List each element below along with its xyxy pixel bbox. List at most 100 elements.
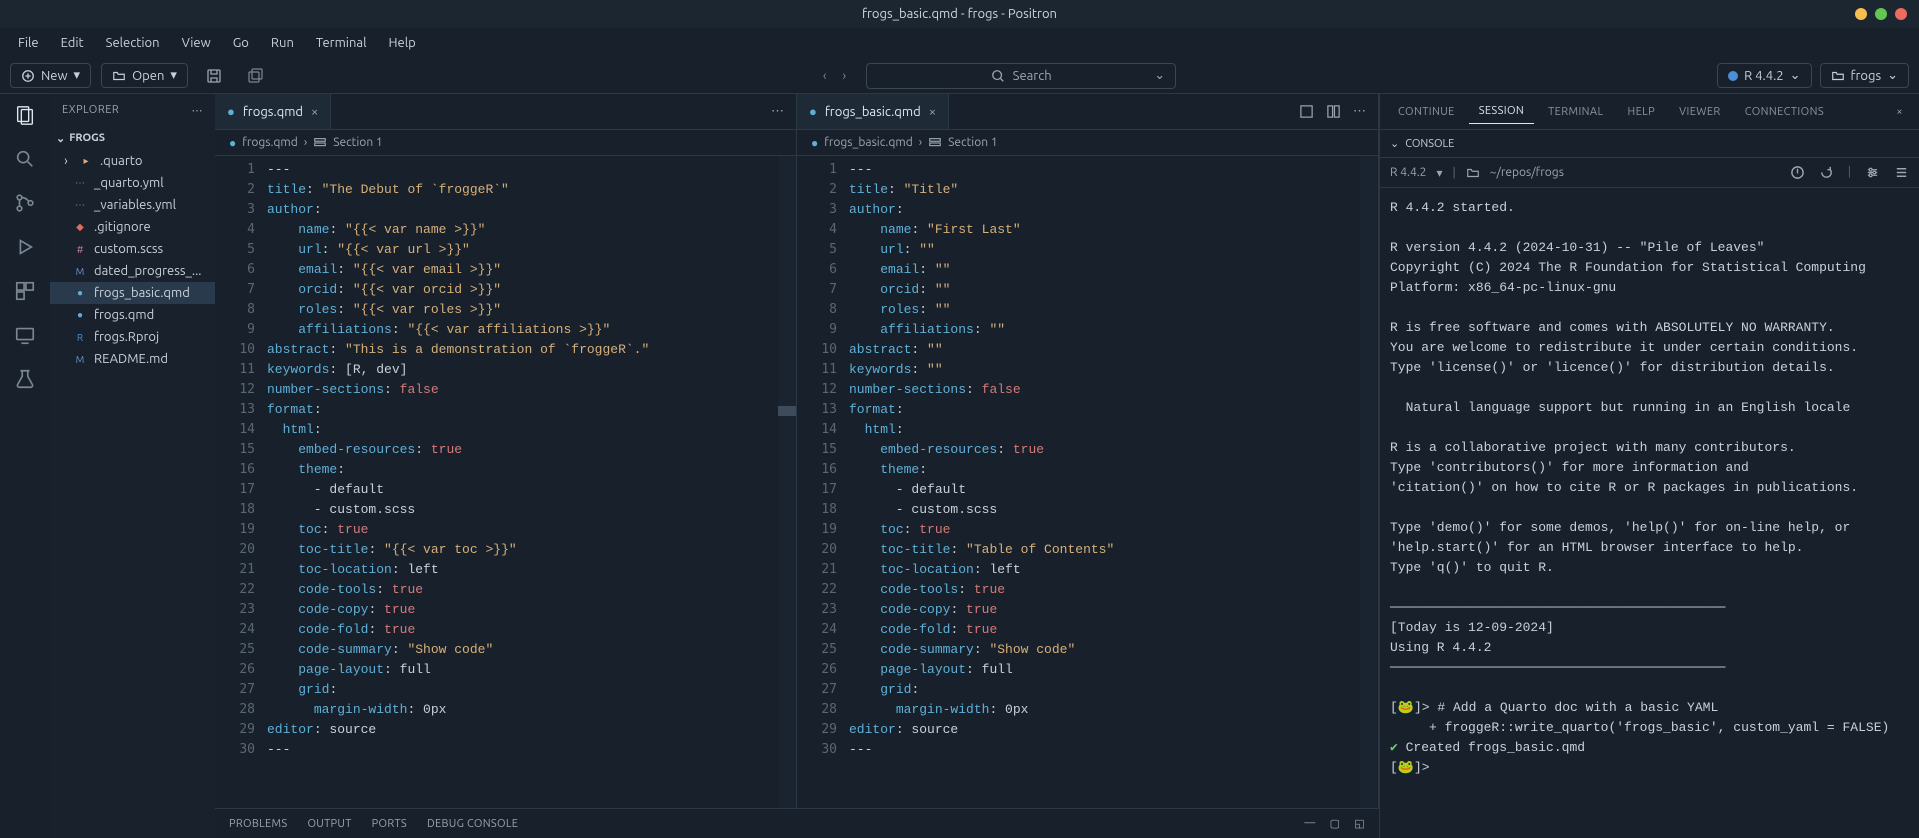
split-icon[interactable] <box>1326 104 1341 119</box>
rp-tab-continue[interactable]: CONTINUE <box>1388 100 1465 124</box>
minimize-panel-icon[interactable]: — <box>1304 817 1315 830</box>
close-icon[interactable]: × <box>1888 106 1911 118</box>
restore-panel-icon[interactable]: ◱ <box>1354 817 1365 830</box>
search-icon[interactable] <box>12 146 38 172</box>
tab-frogs-basic-qmd[interactable]: ● frogs_basic.qmd × <box>797 94 949 129</box>
file--quarto-yml[interactable]: ⋯_quarto.yml <box>50 172 215 194</box>
code-area[interactable]: --- title: "The Debut of `froggeR`" auth… <box>267 156 778 808</box>
extensions-icon[interactable] <box>12 278 38 304</box>
file--quarto[interactable]: ›▸.quarto <box>50 150 215 172</box>
testing-icon[interactable] <box>12 366 38 392</box>
restart-icon[interactable] <box>1819 165 1834 180</box>
save-icon[interactable] <box>198 64 230 88</box>
sidebar-header: EXPLORER ⋯ <box>50 94 215 126</box>
minimap[interactable] <box>778 156 796 808</box>
cwd-path[interactable]: ~/repos/frogs <box>1490 166 1564 179</box>
r-version[interactable]: R 4.4.2 <box>1390 166 1426 179</box>
file--variables-yml[interactable]: ⋯_variables.yml <box>50 194 215 216</box>
command-search[interactable]: Search ⌄ <box>866 63 1176 89</box>
quarto-file-icon: ● <box>227 104 235 119</box>
file-frogs-rproj[interactable]: Rfrogs.Rproj <box>50 326 215 348</box>
menu-run[interactable]: Run <box>261 32 304 54</box>
file-icon: M <box>72 263 88 279</box>
rp-tab-session[interactable]: SESSION <box>1469 99 1534 124</box>
more-icon[interactable]: ⋯ <box>192 104 204 117</box>
tab-label: frogs_basic.qmd <box>825 105 921 119</box>
menu-selection[interactable]: Selection <box>96 32 170 54</box>
search-placeholder: Search <box>1013 69 1052 83</box>
file-frogs-basic-qmd[interactable]: ●frogs_basic.qmd <box>50 282 215 304</box>
nav-arrows: ‹ › <box>813 69 856 83</box>
breadcrumb-file: frogs.qmd <box>242 136 298 149</box>
project-selector[interactable]: frogs ⌄ <box>1820 63 1910 88</box>
settings-icon[interactable] <box>1865 165 1880 180</box>
editor-body[interactable]: 1 2 3 4 5 6 7 8 9 10 11 12 13 14 15 16 1… <box>797 156 1378 808</box>
source-control-icon[interactable] <box>12 190 38 216</box>
breadcrumb[interactable]: ● frogs_basic.qmd › Section 1 <box>797 130 1378 156</box>
code-area[interactable]: --- title: "Title" author: name: "First … <box>849 156 1360 808</box>
file--gitignore[interactable]: ◆.gitignore <box>50 216 215 238</box>
chevron-down-icon: ▾ <box>74 68 81 83</box>
file-tree: ›▸.quarto⋯_quarto.yml⋯_variables.yml◆.gi… <box>50 150 215 838</box>
menu-terminal[interactable]: Terminal <box>306 32 377 54</box>
remote-icon[interactable] <box>12 322 38 348</box>
bottom-tab-ports[interactable]: PORTS <box>372 818 407 830</box>
new-button[interactable]: New ▾ <box>10 63 91 88</box>
file-dated-progress-[interactable]: Mdated_progress_... <box>50 260 215 282</box>
console-output[interactable]: R 4.4.2 started. R version 4.4.2 (2024-1… <box>1380 188 1919 838</box>
close-button[interactable] <box>1895 8 1907 20</box>
breadcrumb[interactable]: ● frogs.qmd › Section 1 <box>215 130 796 156</box>
nav-forward-icon[interactable]: › <box>843 69 847 83</box>
rp-tab-terminal[interactable]: TERMINAL <box>1538 100 1613 124</box>
file-frogs-qmd[interactable]: ●frogs.qmd <box>50 304 215 326</box>
save-all-icon[interactable] <box>240 64 272 88</box>
menu-edit[interactable]: Edit <box>51 32 94 54</box>
minimize-button[interactable] <box>1855 8 1867 20</box>
more-icon[interactable]: ⋯ <box>771 104 784 119</box>
power-icon[interactable] <box>1790 165 1805 180</box>
tab-frogs-qmd[interactable]: ● frogs.qmd × <box>215 94 331 129</box>
close-icon[interactable]: × <box>311 105 318 119</box>
rp-tab-connections[interactable]: CONNECTIONS <box>1735 100 1834 124</box>
rp-tab-viewer[interactable]: VIEWER <box>1669 100 1731 124</box>
section-label: FROGS <box>69 132 105 144</box>
debug-icon[interactable] <box>12 234 38 260</box>
menu-view[interactable]: View <box>172 32 221 54</box>
bottom-tab-problems[interactable]: PROBLEMS <box>229 818 287 830</box>
console-section[interactable]: ⌄ CONSOLE <box>1380 130 1919 158</box>
file-custom-scss[interactable]: #custom.scss <box>50 238 215 260</box>
r-logo-icon <box>1728 71 1738 81</box>
bottom-tab-output[interactable]: OUTPUT <box>307 818 351 830</box>
tabbar: ● frogs.qmd × ⋯ <box>215 94 796 130</box>
editor-body[interactable]: 1 2 3 4 5 6 7 8 9 10 11 12 13 14 15 16 1… <box>215 156 796 808</box>
chevron-down-icon[interactable]: ▾ <box>1436 166 1442 180</box>
tabbar: ● frogs_basic.qmd × ⋯ <box>797 94 1378 130</box>
bottom-tab-debug-console[interactable]: DEBUG CONSOLE <box>427 818 518 830</box>
close-icon[interactable]: × <box>929 105 936 119</box>
run-icon[interactable] <box>1299 104 1314 119</box>
nav-back-icon[interactable]: ‹ <box>823 69 827 83</box>
new-label: New <box>41 69 68 83</box>
menu-file[interactable]: File <box>8 32 49 54</box>
chevron-down-icon: ⌄ <box>1390 137 1399 150</box>
explorer-icon[interactable] <box>12 102 38 128</box>
sidebar-section[interactable]: ⌄ FROGS <box>50 126 215 150</box>
rp-tab-help[interactable]: HELP <box>1618 100 1666 124</box>
activity-bar <box>0 94 50 838</box>
maximize-panel-icon[interactable]: ▢ <box>1330 817 1341 830</box>
interpreter-selector[interactable]: R 4.4.2 ⌄ <box>1717 63 1811 88</box>
open-button[interactable]: Open ▾ <box>101 63 188 88</box>
menu-help[interactable]: Help <box>378 32 425 54</box>
file-label: _variables.yml <box>94 198 176 212</box>
folder-icon: ▸ <box>78 153 94 169</box>
menu-go[interactable]: Go <box>223 32 259 54</box>
more-icon[interactable]: ⋯ <box>1353 104 1366 119</box>
list-icon[interactable] <box>1894 165 1909 180</box>
right-panel-tabs: CONTINUESESSIONTERMINALHELPVIEWERCONNECT… <box>1380 94 1919 130</box>
minimap[interactable] <box>1360 156 1378 808</box>
file-readme-md[interactable]: MREADME.md <box>50 348 215 370</box>
editor-region: ● frogs.qmd × ⋯ ● frogs.qmd › Section 1 <box>215 94 1379 838</box>
editor-pane-right: ● frogs_basic.qmd × ⋯ ● frogs_basic.qmd … <box>797 94 1379 808</box>
bottom-panel: PROBLEMS OUTPUT PORTS DEBUG CONSOLE — ▢ ◱ <box>215 808 1379 838</box>
maximize-button[interactable] <box>1875 8 1887 20</box>
